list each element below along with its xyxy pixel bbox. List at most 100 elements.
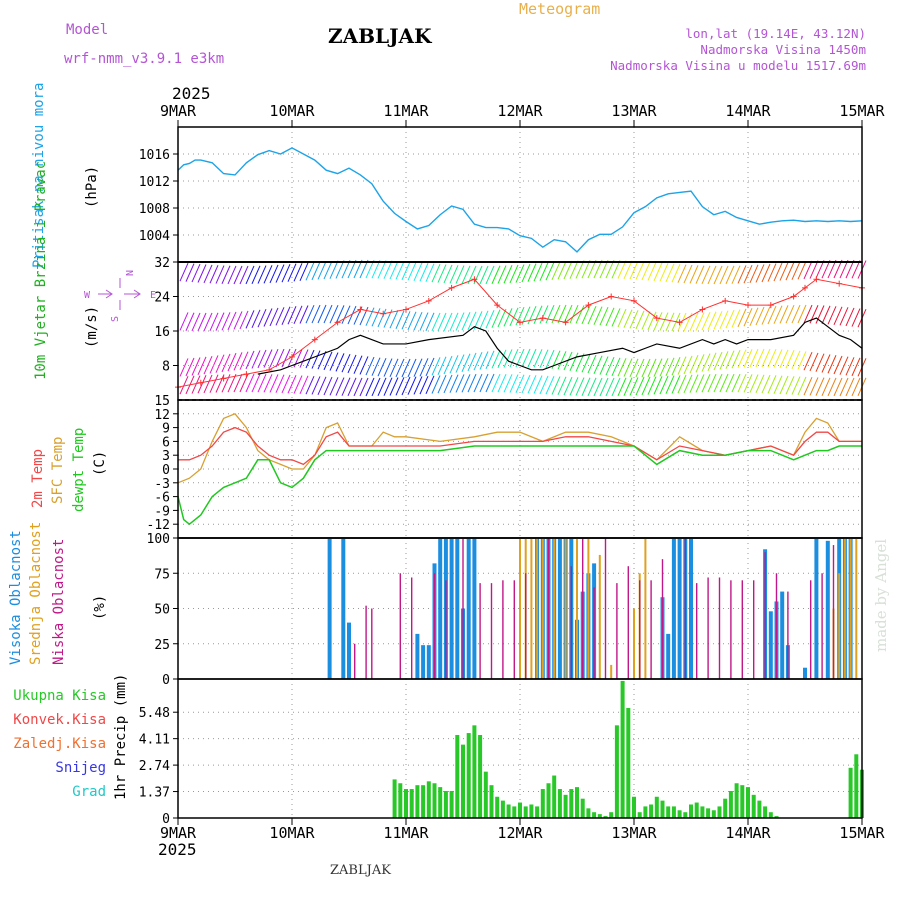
precip-bar xyxy=(523,806,528,818)
wind-barb xyxy=(737,374,747,393)
wind-barb xyxy=(275,307,285,326)
wind-speed-line xyxy=(257,317,863,375)
wind-barb xyxy=(803,376,813,396)
wind-barb xyxy=(605,377,615,397)
precip-bar xyxy=(774,816,779,818)
wind-ytick-label: 24 xyxy=(154,291,170,306)
wind-barb xyxy=(635,310,645,330)
wind-gust-marker xyxy=(653,315,660,322)
precip-bar xyxy=(700,806,705,818)
wind-barb xyxy=(197,356,207,376)
precip-bar xyxy=(746,787,750,818)
wind-barb xyxy=(431,263,441,283)
wind-barb xyxy=(593,259,603,279)
wind-barb xyxy=(851,260,861,279)
precip-bar xyxy=(512,806,517,818)
cloud-ytick-label: 50 xyxy=(154,603,170,618)
wind-barb xyxy=(623,260,633,279)
wind-barb xyxy=(737,265,747,284)
wind-barb xyxy=(287,306,297,325)
model-altitude-label: Nadmorska Visina u modelu 1517.69m xyxy=(610,58,866,73)
cloud-low-bar xyxy=(479,583,481,679)
cloud-low-bar xyxy=(371,608,373,679)
wind-gust-marker xyxy=(266,366,273,373)
wind-barb xyxy=(845,357,855,376)
wind-barb xyxy=(839,377,849,397)
wind-barb xyxy=(269,307,279,327)
wind-barb xyxy=(659,375,669,395)
wind-barb xyxy=(569,305,579,324)
wind-ytick-label: 32 xyxy=(154,256,170,271)
compass-arrows-icon xyxy=(98,278,141,310)
wind-barb xyxy=(191,263,201,283)
pressure-title: Pritisak na nivou mora xyxy=(31,83,47,268)
cloud-high-bar xyxy=(421,645,426,679)
wind-barb xyxy=(551,261,561,280)
wind-barb xyxy=(647,376,657,395)
wind-gust-marker xyxy=(403,306,409,313)
wind-barb xyxy=(737,308,747,328)
wind-barb xyxy=(653,376,663,395)
cloud-high-bar xyxy=(780,591,785,679)
top-year-label: 2025 xyxy=(172,84,211,103)
wind-barb xyxy=(467,373,477,393)
wind-barb xyxy=(377,357,387,377)
wind-barb xyxy=(527,263,537,282)
precip-bar xyxy=(632,796,636,818)
wind-barb xyxy=(215,374,225,393)
wind-barb xyxy=(755,374,765,394)
wind-barb xyxy=(527,375,537,394)
wind-barb xyxy=(743,308,753,327)
footer-station: ZABLJAK xyxy=(330,863,391,878)
wind-barb xyxy=(683,355,693,375)
pressure-ytick-label: 1008 xyxy=(139,202,170,217)
wind-gust-marker xyxy=(517,319,523,326)
cloud-high-bar xyxy=(472,538,477,679)
cloud-low-bar xyxy=(650,580,652,679)
pressure-ytick-label: 1016 xyxy=(139,148,170,163)
wind-barb xyxy=(629,260,639,280)
wind-barb xyxy=(401,261,411,281)
wind-gust-marker xyxy=(357,306,364,313)
wind-barb xyxy=(827,306,837,325)
wind-barb xyxy=(299,375,309,395)
wind-barb xyxy=(323,376,333,396)
precip-bar xyxy=(432,783,437,818)
wind-barb xyxy=(413,376,423,395)
pressure-unit: (hPa) xyxy=(84,166,100,208)
bottom-xtick-label: 13MAR xyxy=(611,824,657,842)
wind-barb xyxy=(599,307,609,326)
wind-barb xyxy=(833,306,843,325)
wind-barb xyxy=(431,357,441,376)
precip-ytick-label: 1.37 xyxy=(139,786,170,801)
wind-barb xyxy=(503,374,513,393)
top-x-ticks: 9MAR 10MAR 11MAR 12MAR 13MAR 14MAR 15MAR xyxy=(160,102,886,127)
wind-barb xyxy=(485,373,495,393)
wind-barb xyxy=(809,260,819,279)
wind-barb xyxy=(581,377,591,396)
cloud-mid-bar xyxy=(530,538,533,679)
temp-dew-title: dewpt Temp xyxy=(71,428,87,512)
precip-bar xyxy=(717,806,722,818)
wind-barb xyxy=(371,308,381,327)
cloud-low-bar xyxy=(627,566,629,679)
wind-barb xyxy=(305,375,315,395)
wind-barb xyxy=(503,265,513,284)
wind-barb xyxy=(815,305,825,324)
wind-barb xyxy=(203,312,213,332)
cloud-low-bar xyxy=(570,566,572,679)
precip-bar xyxy=(540,789,545,818)
precip-bar xyxy=(466,733,471,818)
wind-barb xyxy=(695,312,705,331)
cloud-high-bar xyxy=(666,633,671,679)
wind-barb xyxy=(641,376,651,396)
wind-barb xyxy=(245,265,255,285)
cloud-low-bar xyxy=(718,577,721,679)
wind-gust-marker xyxy=(539,315,546,322)
wind-barb xyxy=(437,356,447,375)
wind-barb xyxy=(695,374,705,393)
wind-barb xyxy=(707,311,717,330)
wind-bottom-label: 15 xyxy=(154,394,170,409)
precip-bar xyxy=(740,785,745,818)
wind-barb xyxy=(419,263,429,282)
